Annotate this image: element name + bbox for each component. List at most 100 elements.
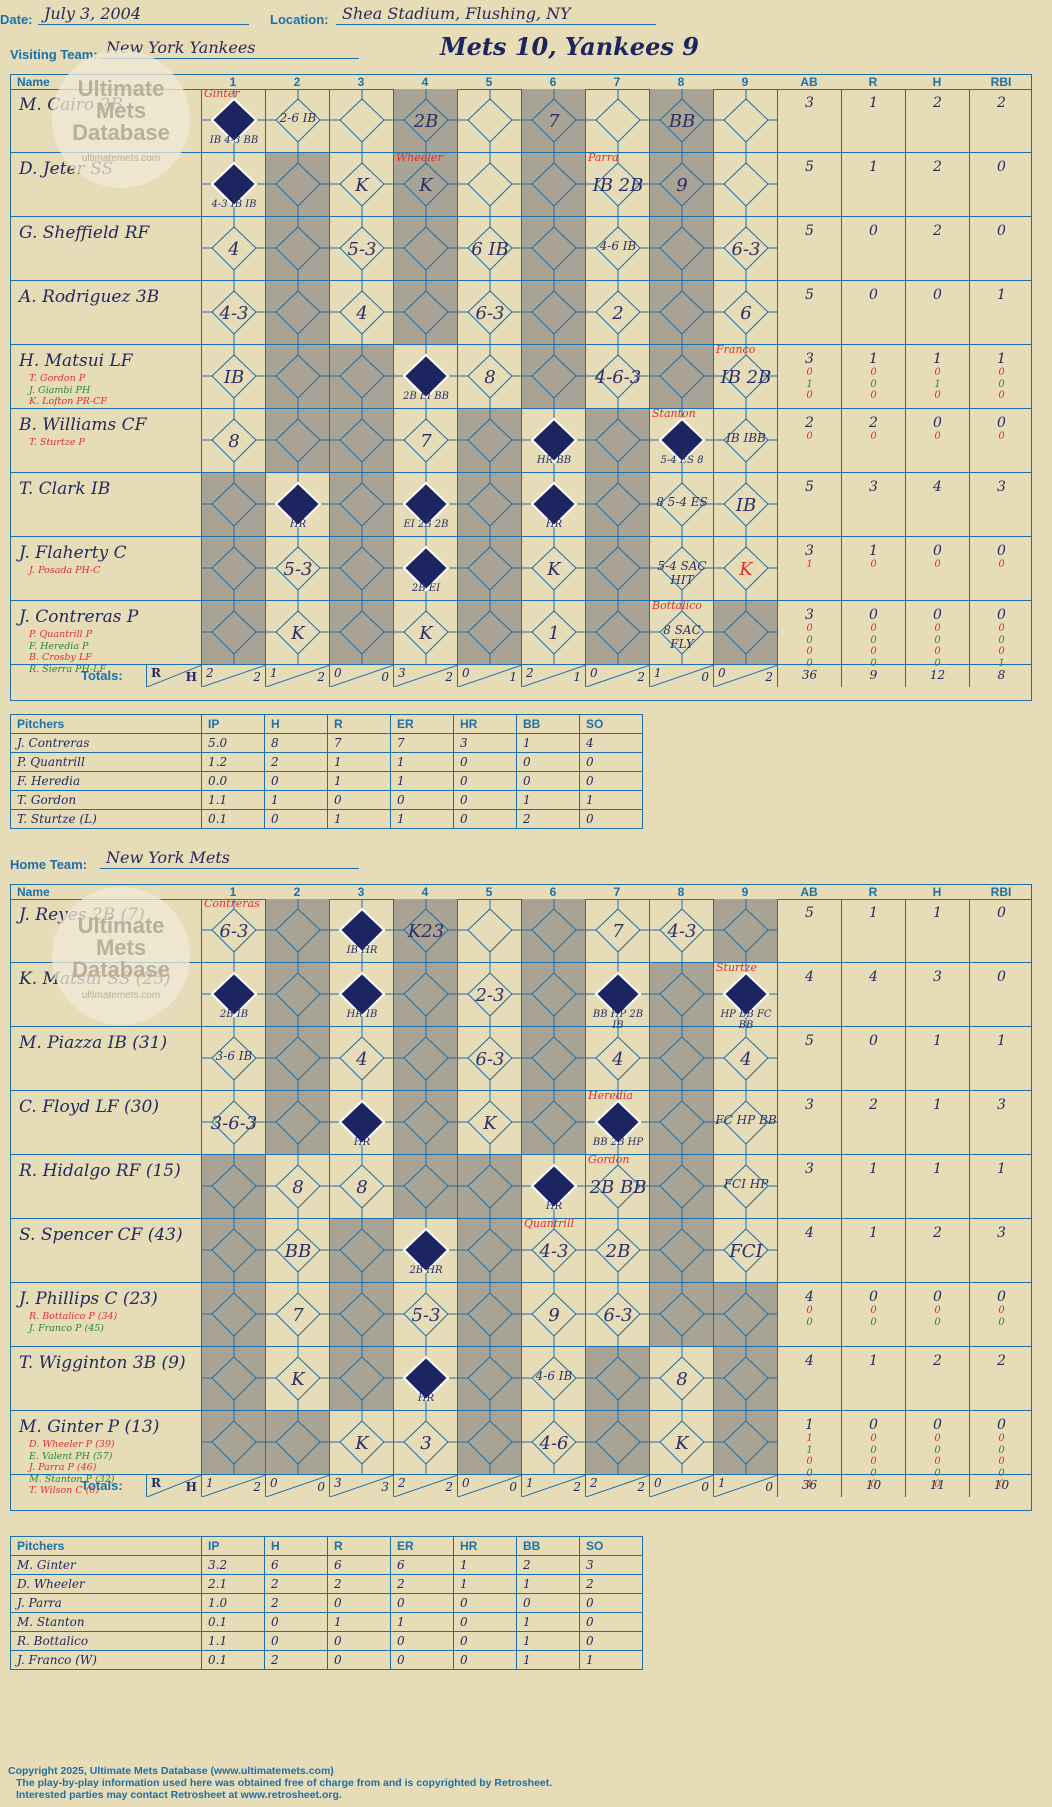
stat-header-h: H: [932, 75, 942, 89]
inning-runs: 0: [270, 1476, 278, 1490]
base-diamond-icon: [202, 409, 266, 472]
base-diamond-icon: [586, 473, 650, 536]
substitute-stat: 0: [998, 1479, 1005, 1490]
pitcher-stat: 3.2: [201, 1555, 265, 1575]
base-diamond-icon: [394, 1411, 458, 1474]
inning-runs: 1: [526, 1476, 534, 1490]
play-result: HR: [289, 519, 307, 530]
inning-cell-8: 5-4 SAC HIT: [649, 537, 714, 600]
batter-stat-h: 1: [905, 1155, 969, 1218]
substitute-stat: 0: [934, 646, 941, 657]
base-diamond-icon: [458, 409, 522, 472]
pitcher-name: D. Wheeler: [10, 1574, 202, 1594]
pitcher-name: J. Parra: [10, 1593, 202, 1613]
inning-cell-7: 2B: [585, 1219, 650, 1282]
inning-cell-4: EI 2B 2B: [393, 473, 458, 536]
inning-cell-6: [521, 153, 586, 216]
inning-cell-5: [457, 409, 522, 472]
pitcher-name: M. Ginter: [10, 1555, 202, 1575]
inning-cell-7: [585, 473, 650, 536]
inning-cell-4: HR: [393, 1347, 458, 1410]
inning-cell-1: 4-3 IB IB: [201, 153, 266, 216]
substitute-stat: 1: [934, 378, 941, 390]
base-diamond-icon: [714, 1027, 778, 1090]
substitute-stat: 0: [934, 1456, 941, 1467]
home-pitchers-table: Pitchers IP H R ER HR BB SO M. Ginter 3.2 6 6 6 1 2 3 D.…: [10, 1536, 643, 1670]
play-result: K: [355, 1433, 369, 1454]
base-diamond-icon: [650, 1219, 714, 1282]
base-diamond-icon: [650, 409, 714, 472]
pitcher-change-note: Parra: [588, 151, 619, 164]
base-diamond-icon: [714, 1219, 778, 1282]
inning-cell-7: [585, 1411, 650, 1474]
batter-stat-rbi: 1: [969, 1027, 1033, 1090]
batter-stat-h: 2: [905, 1219, 969, 1282]
pitcher-stat: 0: [453, 771, 517, 791]
pitcher-stat: 6: [264, 1555, 328, 1575]
inning-cell-5: 2-3: [457, 963, 522, 1026]
play-result: 8: [228, 431, 240, 452]
base-diamond-icon: [458, 473, 522, 536]
pitcher-stat: 0: [579, 771, 643, 791]
inning-cell-6: [521, 1091, 586, 1154]
stat-header-ab: AB: [800, 885, 818, 899]
inning-header-6: 6: [549, 885, 557, 899]
pitcher-stat: 1: [579, 1650, 643, 1670]
inning-cell-1: IB: [201, 345, 266, 408]
inning-cell-3: HR: [329, 1091, 394, 1154]
inning-runs: 2: [526, 666, 534, 680]
base-diamond-icon: [266, 345, 330, 408]
play-result: 5-3: [283, 559, 313, 580]
play-result: 2B IB: [219, 1009, 249, 1020]
inning-cell-3: [329, 345, 394, 408]
pitcher-header-r: R: [327, 1536, 391, 1556]
batter-stat-ab: 4: [777, 1219, 841, 1282]
pitcher-stat: 1: [516, 790, 580, 810]
base-diamond-icon: [714, 473, 778, 536]
inning-cell-8: [649, 345, 714, 408]
inning-header-3: 3: [357, 75, 365, 89]
pitcher-stat: 1: [516, 1612, 580, 1632]
pitcher-row: M. Ginter 3.2 6 6 6 1 2 3: [10, 1555, 643, 1575]
inning-cell-7: 6-3: [585, 1283, 650, 1346]
pitcher-row: D. Wheeler 2.1 2 2 2 1 1 2: [10, 1574, 643, 1594]
batter-stat-rbi: 2: [969, 89, 1033, 152]
inning-cell-8: [649, 1283, 714, 1346]
play-result: IB 2B: [592, 175, 644, 196]
pitcher-stat: 1: [516, 1574, 580, 1594]
substitute-stat: 0: [998, 646, 1005, 657]
inning-cell-2: 2-6 IB: [265, 89, 330, 152]
substitute-stat: 0: [998, 367, 1005, 378]
play-result: 9: [548, 1305, 560, 1326]
batter-name: S. Spencer CF (43): [19, 1225, 183, 1245]
base-diamond-icon: [330, 899, 394, 962]
pitcher-stat: 1.2: [201, 752, 265, 772]
play-result: K: [547, 559, 561, 580]
substitute-stat: 0: [870, 367, 877, 378]
pitcher-name: M. Stanton: [10, 1612, 202, 1632]
inning-cell-7: BB HP 2B IB: [585, 963, 650, 1031]
substitute-name: K. Lofton PR-CF: [29, 396, 107, 407]
play-result: 3-6 IB: [215, 1049, 253, 1063]
base-diamond-icon: [202, 217, 266, 280]
play-result: 6-3: [219, 921, 249, 942]
play-result: 8 SAC FLY: [663, 623, 701, 651]
substitute-stat: 0: [806, 623, 813, 634]
pitcher-stat: 0: [453, 790, 517, 810]
base-diamond-icon: [586, 153, 650, 216]
pitcher-change-note: Contreras: [204, 897, 260, 910]
play-result: 4: [356, 1049, 368, 1070]
pitcher-stat: 2: [516, 809, 580, 829]
batter-stat-h: 1: [905, 1091, 969, 1154]
inning-cell-1: [201, 1411, 266, 1474]
pitcher-stat: 0: [327, 1650, 391, 1670]
pitcher-stat: 5.0: [201, 733, 265, 753]
inning-cell-4: 7: [393, 409, 458, 472]
visitor-pitchers-table: Pitchers IP H R ER HR BB SO J. Contreras 5.0 8 7 7 3 1…: [10, 714, 643, 829]
base-diamond-icon: [714, 1347, 778, 1410]
pitcher-stat: 1: [516, 1650, 580, 1670]
base-diamond-icon: [394, 217, 458, 280]
